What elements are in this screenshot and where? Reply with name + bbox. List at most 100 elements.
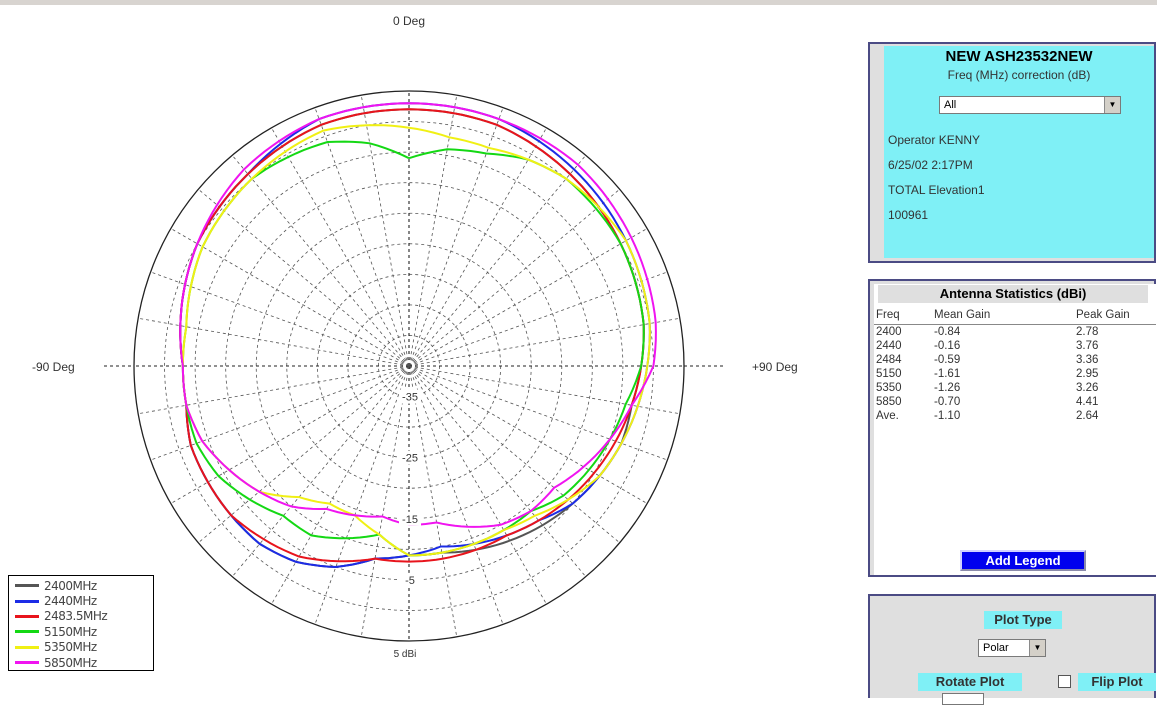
chevron-down-icon[interactable]: ▼: [1029, 640, 1045, 656]
radial-label-bg: [399, 450, 421, 465]
grid-spoke: [408, 365, 504, 625]
cell-freq: 5150: [876, 368, 902, 380]
grid-spoke: [408, 188, 620, 367]
grid-spoke: [408, 365, 680, 415]
grid-spoke: [408, 365, 668, 461]
legend-item: 2400MHz: [15, 578, 153, 593]
grid-spoke: [198, 365, 410, 544]
rotate-plot-label: Rotate Plot: [918, 673, 1022, 691]
plot-type-label: Plot Type: [984, 611, 1062, 629]
legend-label: 5350MHz: [44, 640, 97, 655]
mode-text: TOTAL Elevation1: [888, 183, 985, 197]
grid-spoke: [170, 228, 410, 367]
cell-peak: 3.36: [1076, 354, 1099, 366]
polar-grid: [104, 90, 724, 642]
grid-spoke: [231, 365, 410, 577]
legend-label: 2483.5MHz: [44, 609, 108, 624]
radial-label: -5: [405, 575, 415, 587]
grid-spoke: [360, 365, 410, 637]
legend-swatch: [15, 599, 39, 603]
grid-spoke: [231, 155, 410, 367]
grid-spoke: [408, 271, 668, 367]
info-panel: NEW ASH23532NEW Freq (MHz) correction (d…: [868, 42, 1156, 263]
cell-mean: -1.61: [934, 368, 961, 380]
cell-peak: 2.78: [1076, 326, 1099, 338]
stats-header: Freq Mean Gain Peak Gain: [874, 309, 1156, 323]
legend-item: 5350MHz: [15, 640, 153, 655]
grid-spoke: [138, 317, 410, 367]
grid-spoke: [408, 155, 587, 367]
legend-item: 2483.5MHz: [15, 609, 153, 624]
polar-labels: 0 Deg -90 Deg +90 Deg -35 -25 -15 -5 5 dBi: [32, 14, 798, 660]
cell-freq: 2400: [876, 326, 902, 338]
plot-options-panel: Plot Type Polar ▼ Rotate Plot Flip Plot: [868, 594, 1156, 705]
cell-peak: 3.76: [1076, 340, 1099, 352]
add-legend-button[interactable]: Add Legend: [960, 550, 1086, 571]
radial-label: -25: [402, 453, 418, 465]
header-mean-gain: Mean Gain: [934, 309, 991, 321]
chevron-down-icon[interactable]: ▼: [1104, 97, 1120, 113]
table-row: Ave. -1.10 2.64: [874, 410, 1156, 424]
cell-freq: 5850: [876, 396, 902, 408]
grid-ring: [225, 182, 593, 550]
grid-spoke: [170, 365, 410, 504]
grid-spoke: [138, 365, 410, 415]
grid-spoke: [314, 365, 410, 625]
radial-label: -15: [402, 514, 418, 526]
angle-label-left: -90 Deg: [32, 360, 75, 374]
cell-peak: 4.41: [1076, 396, 1099, 408]
antenna-title: NEW ASH23532NEW: [945, 48, 1093, 65]
cell-freq: 5350: [876, 382, 902, 394]
grid-spoke: [408, 365, 587, 577]
radial-label-bg: [399, 572, 421, 587]
radial-label-bg: [399, 511, 421, 526]
grid-spoke: [408, 228, 648, 367]
legend-label: 5850MHz: [44, 655, 97, 670]
grid-ring: [194, 151, 624, 581]
stats-panel: Antenna Statistics (dBi) Freq Mean Gain …: [868, 279, 1156, 577]
grid-spoke: [408, 317, 680, 367]
table-row: 5150 -1.61 2.95: [874, 368, 1156, 382]
legend-swatch: [15, 661, 39, 665]
cell-freq: 2440: [876, 340, 902, 352]
operator-text: Operator KENNY: [888, 133, 981, 147]
legend-swatch: [15, 630, 39, 634]
legend-swatch: [15, 614, 39, 618]
legend-item: 5150MHz: [15, 624, 153, 639]
grid-spoke: [150, 365, 410, 461]
cell-mean: -1.10: [934, 410, 961, 422]
cell-mean: -0.16: [934, 340, 961, 352]
info-panel-body: NEW ASH23532NEW Freq (MHz) correction (d…: [884, 46, 1154, 258]
grid-spoke: [271, 127, 410, 367]
grid-spoke: [408, 95, 458, 367]
header-peak-gain: Peak Gain: [1076, 309, 1130, 321]
cell-peak: 2.64: [1076, 410, 1099, 422]
table-row: 2484 -0.59 3.36: [874, 354, 1156, 368]
legend-swatch: [15, 645, 39, 649]
cell-freq: 2484: [876, 354, 902, 366]
table-row: 2440 -0.16 3.76: [874, 340, 1156, 354]
plot-type-value: Polar: [983, 642, 1009, 654]
cell-mean: -0.59: [934, 354, 961, 366]
legend-label: 2440MHz: [44, 594, 97, 609]
grid-spoke: [150, 271, 410, 367]
rotate-plot-input[interactable]: [942, 693, 984, 705]
cell-peak: 2.95: [1076, 368, 1099, 380]
radial-label: -35: [402, 392, 418, 404]
table-row: 5350 -1.26 3.26: [874, 382, 1156, 396]
cell-freq: Ave.: [876, 410, 899, 422]
polar-chart: 0 Deg -90 Deg +90 Deg -35 -25 -15 -5 5 dBi: [32, 14, 798, 660]
grid-spoke: [408, 365, 648, 504]
cell-mean: -1.26: [934, 382, 961, 394]
grid-spoke: [408, 107, 504, 367]
header-freq: Freq: [876, 309, 900, 321]
flip-plot-checkbox[interactable]: [1058, 675, 1071, 688]
stats-panel-body: Antenna Statistics (dBi) Freq Mean Gain …: [874, 284, 1156, 575]
serial-text: 100961: [888, 208, 929, 222]
frequency-select[interactable]: All ▼: [939, 96, 1121, 114]
grid-spoke: [314, 107, 410, 367]
plot-type-select[interactable]: Polar ▼: [978, 639, 1046, 657]
angle-label-top: 0 Deg: [393, 14, 425, 28]
cell-mean: -0.70: [934, 396, 961, 408]
table-row: 2400 -0.84 2.78: [874, 326, 1156, 340]
